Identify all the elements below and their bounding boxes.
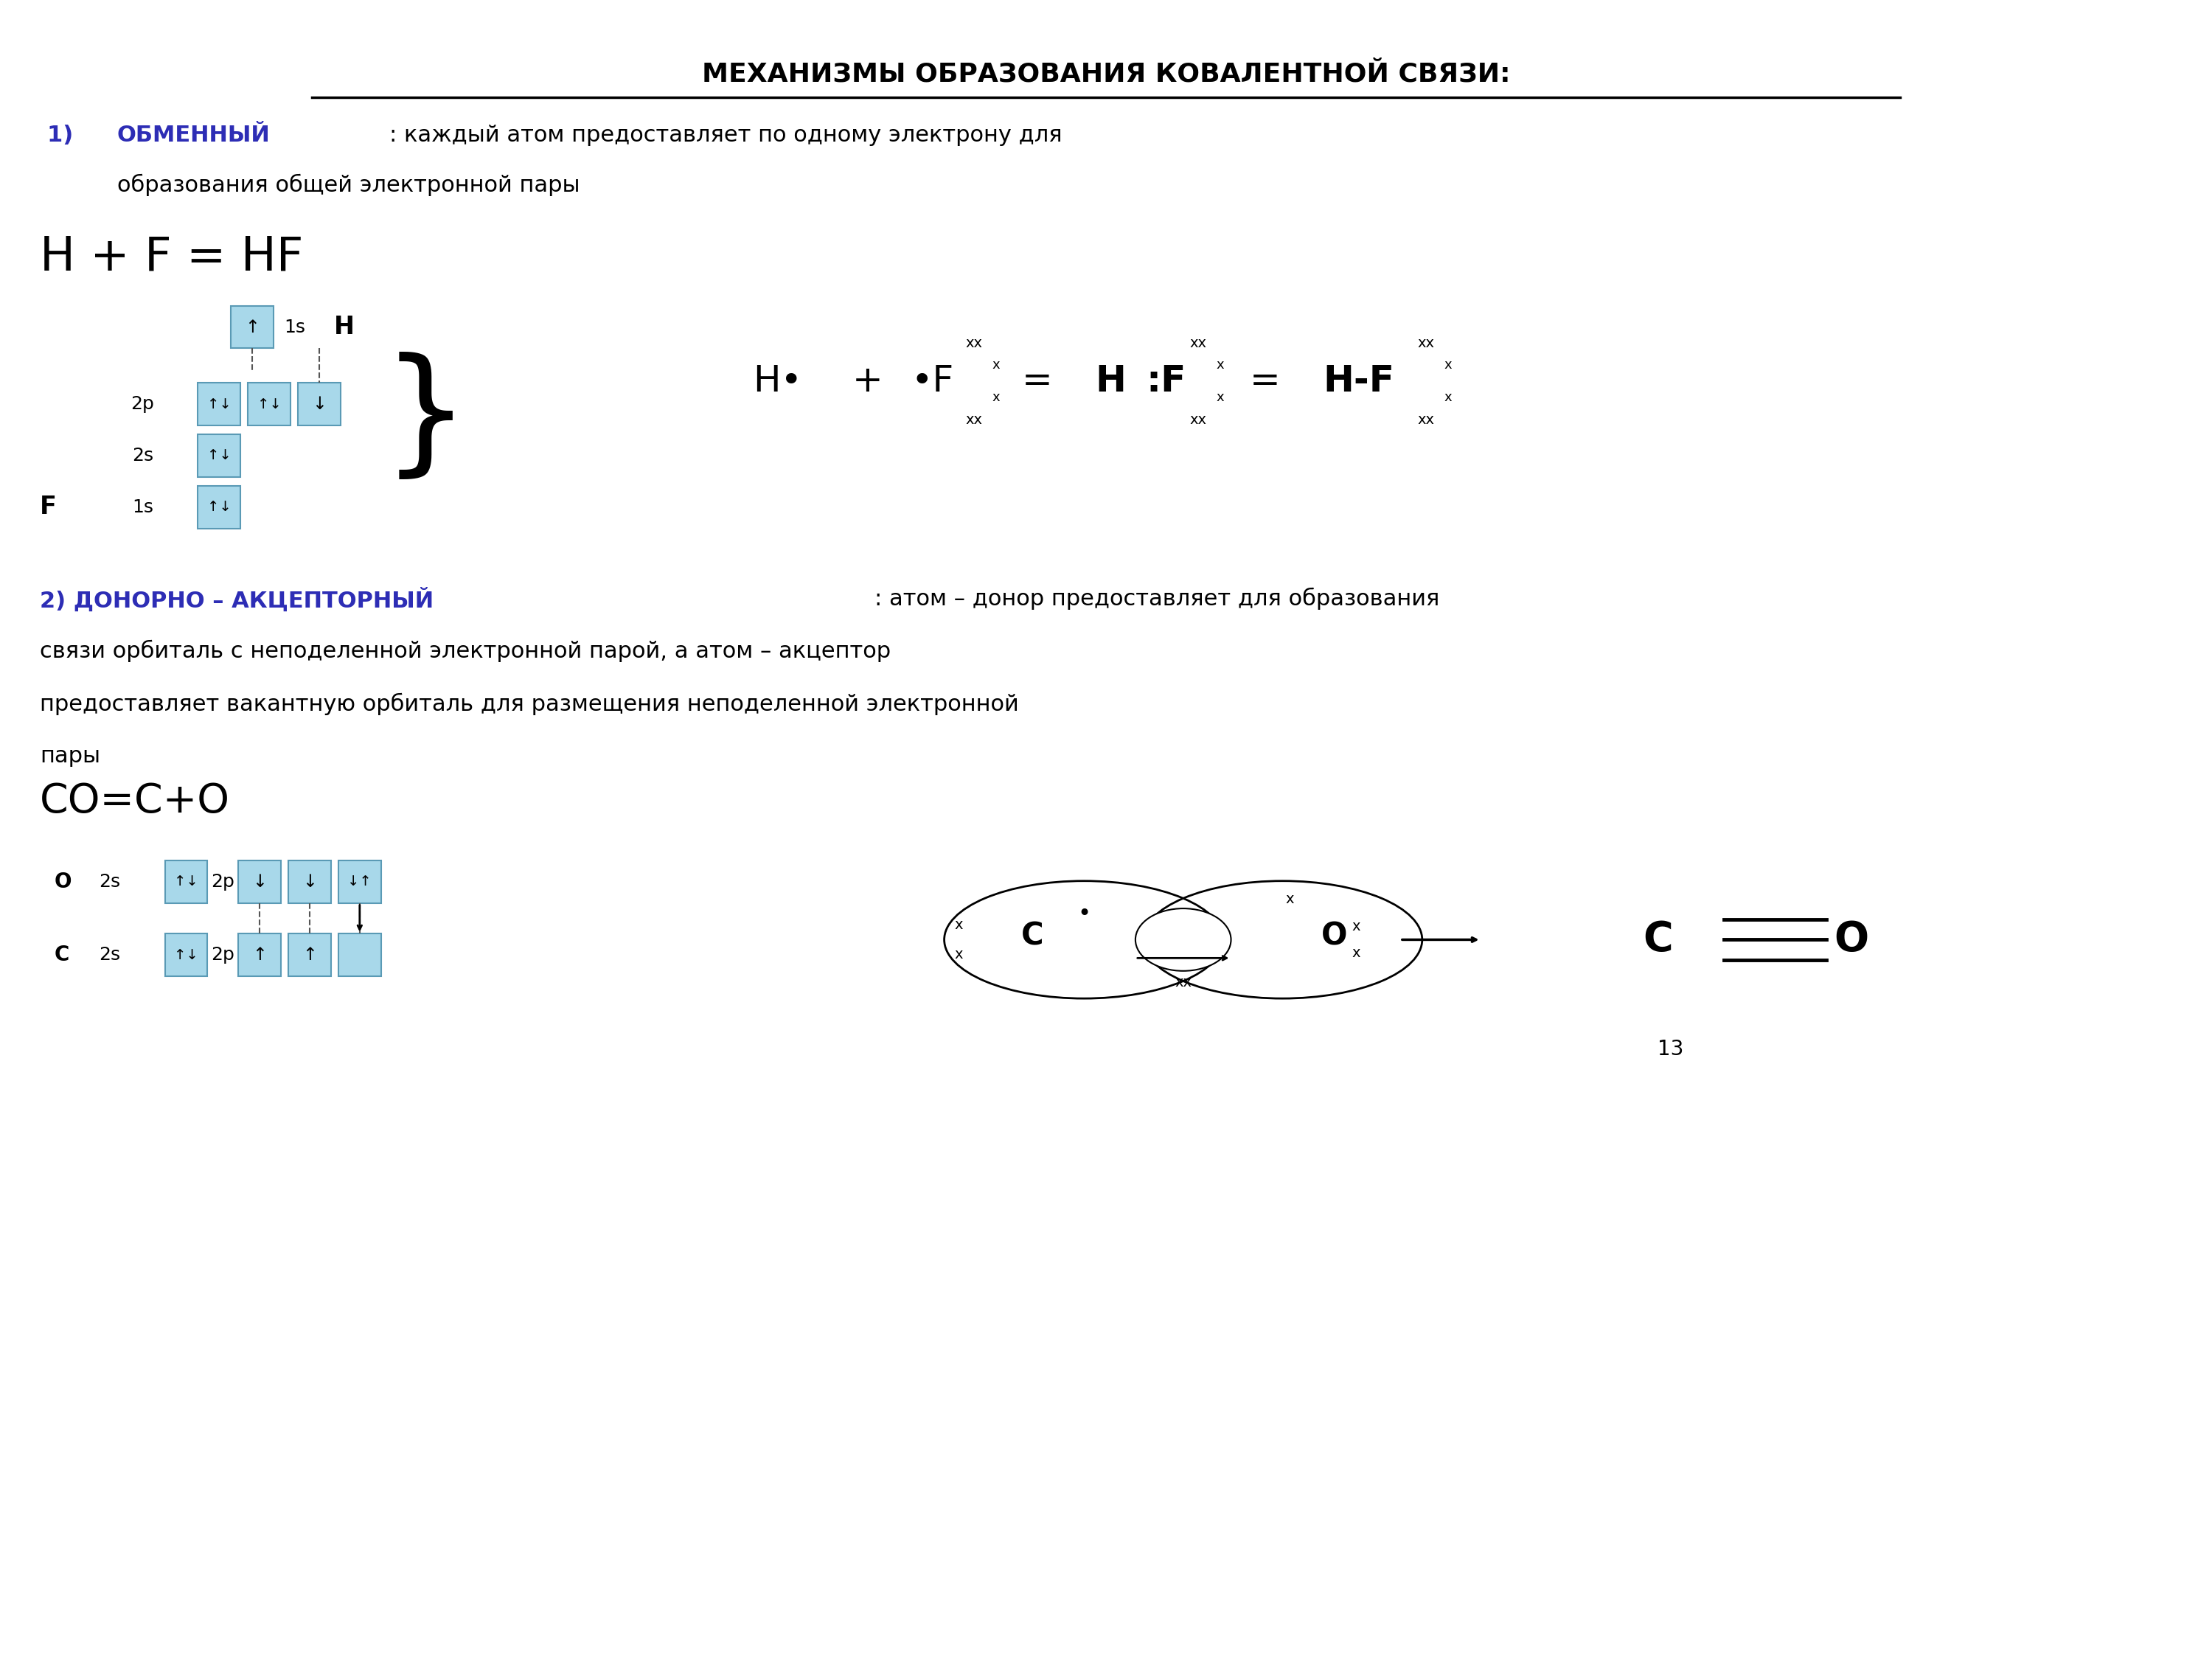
Text: x: x — [1352, 946, 1360, 961]
Text: образования общей электронной пары: образования общей электронной пары — [117, 174, 580, 196]
Text: •: • — [1077, 902, 1091, 924]
Text: C: C — [55, 944, 69, 966]
Bar — [299, 383, 341, 425]
Text: пары: пары — [40, 747, 100, 766]
Text: C: C — [1644, 919, 1672, 959]
Text: ↑: ↑ — [303, 946, 316, 964]
Text: МЕХАНИЗМЫ ОБРАЗОВАНИЯ КОВАЛЕНТНОЙ СВЯЗИ:: МЕХАНИЗМЫ ОБРАЗОВАНИЯ КОВАЛЕНТНОЙ СВЯЗИ: — [701, 61, 1511, 86]
Text: 1): 1) — [46, 124, 88, 146]
Text: ↓: ↓ — [312, 395, 327, 413]
Text: O: O — [1834, 919, 1869, 959]
Text: x: x — [1444, 358, 1451, 372]
Text: O: O — [55, 871, 71, 893]
Text: 1s: 1s — [133, 498, 155, 516]
Text: x: x — [1217, 358, 1223, 372]
Text: предоставляет вакантную орбиталь для размещения неподеленной электронной: предоставляет вакантную орбиталь для раз… — [40, 693, 1020, 715]
Text: x: x — [991, 358, 1000, 372]
Bar — [230, 305, 274, 348]
Text: : каждый атом предоставляет по одному электрону для: : каждый атом предоставляет по одному эл… — [389, 124, 1062, 146]
Text: ↑↓: ↑↓ — [208, 448, 232, 463]
Text: 2s: 2s — [133, 446, 155, 465]
Text: 2p: 2p — [210, 946, 234, 964]
Text: CO=C+O: CO=C+O — [40, 781, 230, 821]
Text: =: = — [1022, 363, 1053, 400]
Text: +: + — [852, 363, 883, 400]
Text: O: O — [1321, 921, 1347, 952]
Text: ↓: ↓ — [252, 873, 268, 891]
Text: =: = — [1250, 363, 1281, 400]
Text: :F: :F — [1146, 363, 1186, 400]
Text: H: H — [334, 315, 354, 338]
Text: x: x — [1352, 919, 1360, 934]
Text: xx: xx — [964, 413, 982, 426]
Text: 13: 13 — [1657, 1039, 1683, 1060]
Text: xx: xx — [1175, 975, 1192, 989]
Bar — [239, 934, 281, 977]
Text: 1s: 1s — [283, 319, 305, 335]
Text: H: H — [1095, 363, 1126, 400]
Bar — [166, 934, 208, 977]
Text: x: x — [991, 392, 1000, 405]
Text: ↑↓: ↑↓ — [175, 947, 199, 962]
Text: ↑: ↑ — [252, 946, 268, 964]
Text: x: x — [956, 917, 962, 932]
Text: H-F: H-F — [1323, 363, 1394, 400]
Text: 2p: 2p — [131, 395, 155, 413]
Text: ↓↑: ↓↑ — [347, 874, 372, 889]
Text: 2s: 2s — [100, 873, 119, 891]
Text: C: C — [1022, 921, 1044, 952]
Bar — [166, 861, 208, 902]
Text: x: x — [1444, 392, 1451, 405]
Text: H•: H• — [752, 363, 803, 400]
Bar — [288, 934, 332, 977]
Text: 2p: 2p — [210, 873, 234, 891]
Text: ОБМЕННЫЙ: ОБМЕННЫЙ — [117, 124, 270, 146]
Text: x: x — [956, 947, 962, 961]
Bar — [288, 861, 332, 902]
Text: }: } — [383, 352, 469, 484]
Bar — [248, 383, 290, 425]
Bar — [197, 435, 241, 476]
Text: xx: xx — [964, 337, 982, 350]
Bar — [338, 861, 380, 902]
Text: связи орбиталь с неподеленной электронной парой, а атом – акцептор: связи орбиталь с неподеленной электронно… — [40, 640, 891, 662]
Bar — [338, 934, 380, 977]
Text: ↑↓: ↑↓ — [208, 499, 232, 514]
Text: H + F = HF: H + F = HF — [40, 234, 303, 280]
Bar — [239, 861, 281, 902]
Text: xx: xx — [1190, 337, 1206, 350]
Text: •F: •F — [911, 363, 953, 400]
Text: 2s: 2s — [100, 946, 119, 964]
Text: 2) ДОНОРНО – АКЦЕПТОРНЫЙ: 2) ДОНОРНО – АКЦЕПТОРНЫЙ — [40, 587, 434, 612]
Text: xx: xx — [1418, 413, 1433, 426]
Text: F: F — [40, 494, 58, 519]
Bar — [197, 486, 241, 528]
Text: ↑: ↑ — [246, 319, 259, 335]
Text: ↓: ↓ — [303, 873, 316, 891]
Text: ↑↓: ↑↓ — [208, 397, 232, 411]
Text: xx: xx — [1418, 337, 1433, 350]
Text: x: x — [1217, 392, 1223, 405]
Text: ↑↓: ↑↓ — [257, 397, 281, 411]
Ellipse shape — [1135, 909, 1232, 971]
Text: ↑↓: ↑↓ — [175, 874, 199, 889]
Text: : атом – донор предоставляет для образования: : атом – донор предоставляет для образов… — [874, 587, 1440, 609]
Bar — [197, 383, 241, 425]
Text: x: x — [1285, 893, 1294, 906]
Text: xx: xx — [1190, 413, 1206, 426]
